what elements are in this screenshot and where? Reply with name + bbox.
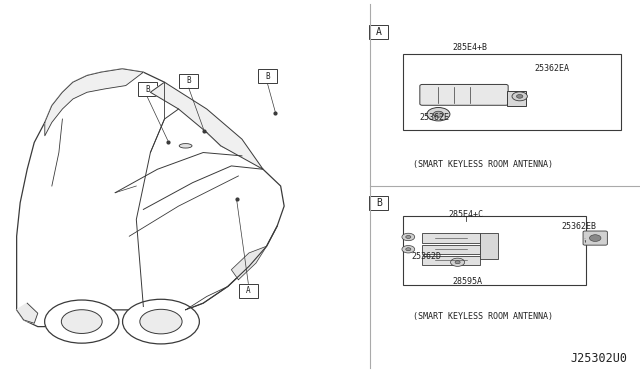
Circle shape: [61, 310, 102, 333]
Text: 285E4+C: 285E4+C: [449, 210, 483, 219]
Circle shape: [433, 111, 444, 117]
Text: 25362D: 25362D: [412, 252, 442, 261]
Bar: [480, 232, 498, 259]
FancyBboxPatch shape: [583, 231, 607, 245]
Bar: [369, 25, 388, 39]
Bar: [258, 69, 277, 83]
Bar: [422, 234, 480, 243]
Text: A: A: [376, 27, 382, 36]
Text: 25362E: 25362E: [419, 113, 449, 122]
Text: 28595A: 28595A: [452, 278, 482, 286]
Circle shape: [140, 310, 182, 334]
FancyBboxPatch shape: [420, 84, 508, 105]
Circle shape: [402, 246, 415, 253]
Bar: [369, 196, 388, 210]
Circle shape: [406, 248, 411, 251]
Text: B: B: [145, 85, 150, 94]
Bar: [239, 284, 258, 298]
Bar: [138, 82, 157, 96]
Circle shape: [406, 235, 411, 238]
Circle shape: [451, 258, 465, 266]
Bar: [179, 74, 198, 88]
Circle shape: [589, 235, 601, 241]
Bar: [403, 216, 586, 285]
Bar: [403, 54, 621, 130]
Bar: [507, 91, 526, 106]
Text: J25302U0: J25302U0: [570, 352, 627, 365]
Text: 25362EB: 25362EB: [562, 222, 597, 231]
Circle shape: [123, 299, 200, 344]
Bar: [422, 256, 480, 265]
Text: B: B: [186, 76, 191, 85]
Circle shape: [45, 300, 119, 343]
Text: 25362EA: 25362EA: [534, 64, 570, 73]
Text: B: B: [376, 198, 382, 208]
Polygon shape: [17, 69, 284, 327]
Polygon shape: [45, 69, 143, 136]
Polygon shape: [232, 246, 267, 280]
Bar: [422, 245, 480, 254]
Circle shape: [455, 261, 460, 264]
Text: B: B: [265, 72, 270, 81]
Text: A: A: [246, 286, 251, 295]
Polygon shape: [17, 303, 38, 323]
Circle shape: [402, 233, 415, 241]
Text: 285E4+B: 285E4+B: [453, 43, 488, 52]
Polygon shape: [150, 82, 263, 169]
Circle shape: [512, 92, 527, 101]
Text: (SMART KEYLESS ROOM ANTENNA): (SMART KEYLESS ROOM ANTENNA): [413, 312, 553, 321]
Circle shape: [516, 94, 523, 98]
Ellipse shape: [179, 144, 192, 148]
Text: (SMART KEYLESS ROOM ANTENNA): (SMART KEYLESS ROOM ANTENNA): [413, 160, 553, 169]
Circle shape: [427, 108, 450, 121]
